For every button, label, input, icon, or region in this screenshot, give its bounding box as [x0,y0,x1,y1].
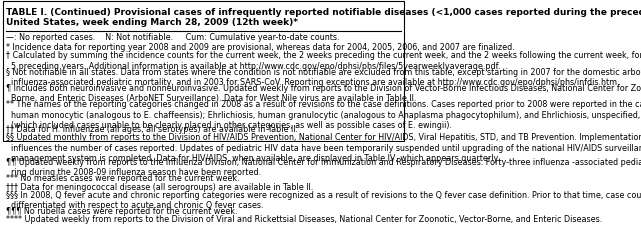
Text: —: No reported cases.    N: Not notifiable.     Cum: Cumulative year-to-date cou: —: No reported cases. N: Not notifiable.… [6,33,340,42]
FancyBboxPatch shape [3,2,404,142]
Text: §§ Updated monthly from reports to the Division of HIV/AIDS Prevention, National: §§ Updated monthly from reports to the D… [6,133,641,163]
Text: **** Updated weekly from reports to the Division of Viral and Rickettsial Diseas: **** Updated weekly from reports to the … [6,215,603,224]
Text: ††† Data for meningococcal disease (all serogroups) are available in Table II.: ††† Data for meningococcal disease (all … [6,182,313,191]
Text: ¶¶¶ No rubella cases were reported for the current week.: ¶¶¶ No rubella cases were reported for t… [6,206,238,215]
Text: §§§ In 2008, Q fever acute and chronic reporting categories were recognized as a: §§§ In 2008, Q fever acute and chronic r… [6,190,641,209]
Text: ¶ Includes both neuroinvasive and nonneuroinvasive. Updated weekly from reports : ¶ Includes both neuroinvasive and nonneu… [6,84,641,103]
Text: * Incidence data for reporting year 2008 and 2009 are provisional, whereas data : * Incidence data for reporting year 2008… [6,43,515,52]
Text: ** The names of the reporting categories changed in 2008 as a result of revision: ** The names of the reporting categories… [6,100,641,130]
Text: United States, week ending March 28, 2009 (12th week)*: United States, week ending March 28, 200… [6,18,298,27]
Text: †† Data for H. influenzae (all ages, all serotypes) are available in Table II.: †† Data for H. influenzae (all ages, all… [6,124,298,134]
Text: ¶¶ Updated weekly from reports to the Influenza Division, National Center for Im: ¶¶ Updated weekly from reports to the In… [6,157,641,177]
Text: § Not notifiable in all states. Data from states where the condition is not noti: § Not notifiable in all states. Data fro… [6,67,641,87]
Text: TABLE I. (Continued) Provisional cases of infrequently reported notifiable disea: TABLE I. (Continued) Provisional cases o… [6,8,641,17]
Text: *** No measles cases were reported for the current week.: *** No measles cases were reported for t… [6,174,240,183]
Text: † Calculated by summing the incidence counts for the current week, the 2 weeks p: † Calculated by summing the incidence co… [6,51,641,70]
